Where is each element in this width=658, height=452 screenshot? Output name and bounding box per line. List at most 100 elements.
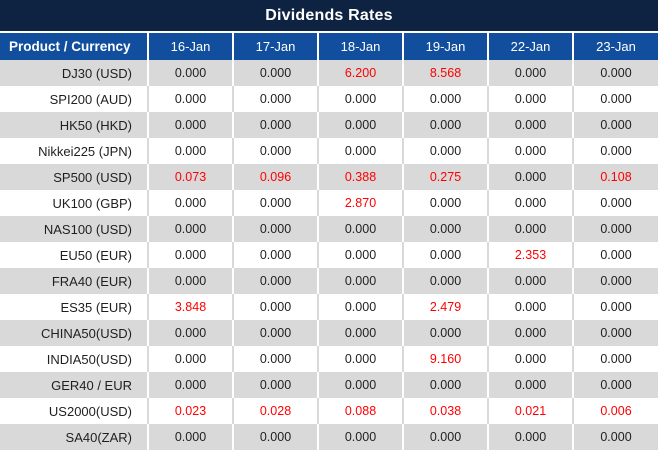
dividend-value: 0.000	[402, 138, 488, 164]
dividend-value: 0.000	[487, 294, 573, 320]
dividend-value: 0.000	[402, 86, 488, 112]
dividend-value: 0.000	[317, 346, 403, 372]
dividend-value: 0.000	[232, 372, 318, 398]
dividend-value: 0.000	[147, 190, 233, 216]
dividend-value: 2.353	[487, 242, 573, 268]
dividend-value: 0.000	[147, 242, 233, 268]
dividend-value: 2.479	[402, 294, 488, 320]
dividend-value: 0.000	[232, 190, 318, 216]
product-label: CHINA50(USD)	[40, 325, 132, 341]
dividend-value: 0.000	[147, 112, 233, 138]
table-title: Dividends Rates	[0, 0, 658, 33]
table-row: SA40(ZAR) 0.000 0.000 0.000 0.000 0.000 0.000	[0, 424, 658, 450]
dividend-value: 0.000	[487, 112, 573, 138]
dividend-value: 0.000	[487, 138, 573, 164]
product-label: INDIA50(USD)	[46, 351, 132, 367]
dividend-value: 0.000	[317, 372, 403, 398]
dividend-value: 0.275	[402, 164, 488, 190]
dividend-value: 0.000	[317, 424, 403, 450]
dividend-value: 0.000	[147, 346, 233, 372]
dividend-value: 0.088	[317, 398, 403, 424]
column-header-date: 18-Jan	[317, 33, 403, 60]
dividend-value: 0.000	[487, 190, 573, 216]
dividend-value: 3.848	[147, 294, 233, 320]
product-label: US2000(USD)	[48, 403, 132, 419]
dividend-value: 8.568	[402, 60, 488, 86]
dividend-value: 0.000	[317, 86, 403, 112]
dividend-value: 0.000	[317, 320, 403, 346]
dividend-value: 0.388	[317, 164, 403, 190]
dividend-value: 0.000	[572, 372, 658, 398]
dividend-value: 0.000	[402, 372, 488, 398]
dividend-value: 0.000	[572, 60, 658, 86]
dividend-value: 0.000	[232, 346, 318, 372]
dividend-value: 0.000	[487, 60, 573, 86]
dividend-value: 0.028	[232, 398, 318, 424]
dividend-value: 0.000	[487, 372, 573, 398]
dividend-value: 0.000	[487, 216, 573, 242]
dividend-value: 0.000	[487, 320, 573, 346]
dividend-value: 0.000	[572, 320, 658, 346]
table-row: DJ30 (USD) 0.000 0.000 6.200 8.568 0.000 0.000	[0, 60, 658, 86]
table-row: EU50 (EUR) 0.000 0.000 0.000 0.000 2.353 0.000	[0, 242, 658, 268]
dividend-value: 0.000	[572, 190, 658, 216]
product-label: GER40 / EUR	[51, 377, 132, 393]
dividend-value: 0.000	[402, 216, 488, 242]
dividend-value: 0.038	[402, 398, 488, 424]
product-label: UK100 (GBP)	[52, 195, 132, 211]
dividend-value: 0.000	[147, 216, 233, 242]
dividend-value: 0.000	[232, 268, 318, 294]
dividend-value: 0.000	[572, 346, 658, 372]
column-header-date: 23-Jan	[572, 33, 658, 60]
table-row: SP500 (USD) 0.073 0.096 0.388 0.275 0.000 0.10…	[0, 164, 658, 190]
table-row: US2000(USD) 0.023 0.028 0.088 0.038 0.021 0.00…	[0, 398, 658, 424]
dividend-value: 0.000	[232, 294, 318, 320]
dividend-value: 0.000	[402, 268, 488, 294]
dividend-value: 0.000	[402, 320, 488, 346]
table-row: FRA40 (EUR) 0.000 0.000 0.000 0.000 0.000 0.00…	[0, 268, 658, 294]
product-label: Nikkei225 (JPN)	[38, 143, 132, 159]
product-label: NAS100 (USD)	[43, 221, 132, 237]
dividend-value: 0.000	[402, 424, 488, 450]
product-label: SP500 (USD)	[53, 169, 132, 185]
dividend-value: 0.000	[317, 112, 403, 138]
dividend-value: 0.000	[572, 216, 658, 242]
dividend-value: 0.000	[572, 268, 658, 294]
table-row: ES35 (EUR) 3.848 0.000 0.000 2.479 0.000 0.000	[0, 294, 658, 320]
column-header-product: Product / Currency	[0, 33, 148, 60]
dividend-value: 0.000	[572, 86, 658, 112]
dividend-value: 0.000	[317, 242, 403, 268]
dividend-value: 0.000	[487, 164, 573, 190]
dividend-value: 0.000	[147, 320, 233, 346]
dividend-value: 0.006	[572, 398, 658, 424]
table-row: UK100 (GBP) 0.000 0.000 2.870 0.000 0.000 0.00…	[0, 190, 658, 216]
table-row: Nikkei225 (JPN) 0.000 0.000 0.000 0.000 0.000…	[0, 138, 658, 164]
dividend-value: 0.000	[572, 112, 658, 138]
dividend-value: 0.000	[317, 268, 403, 294]
dividend-value: 0.000	[147, 60, 233, 86]
product-label: HK50 (HKD)	[59, 117, 132, 133]
column-header-date: 22-Jan	[487, 33, 573, 60]
dividend-value: 0.000	[487, 346, 573, 372]
product-label: FRA40 (EUR)	[51, 273, 132, 289]
dividend-value: 2.870	[317, 190, 403, 216]
dividend-value: 0.000	[232, 424, 318, 450]
table-body: DJ30 (USD) 0.000 0.000 6.200 8.568 0.000 0.000…	[0, 60, 658, 450]
dividend-value: 0.000	[572, 294, 658, 320]
product-label: ES35 (EUR)	[60, 299, 132, 315]
dividend-value: 0.000	[487, 268, 573, 294]
dividend-value: 0.108	[572, 164, 658, 190]
dividend-value: 0.000	[232, 60, 318, 86]
dividend-value: 0.000	[232, 242, 318, 268]
dividends-table: Product / Currency 16-Jan 17-Jan 18-Jan 19-…	[0, 33, 658, 450]
dividend-value: 9.160	[402, 346, 488, 372]
dividend-value: 0.073	[147, 164, 233, 190]
dividend-value: 0.000	[232, 216, 318, 242]
dividend-value: 0.000	[147, 268, 233, 294]
column-header-date: 17-Jan	[232, 33, 318, 60]
table-row: CHINA50(USD) 0.000 0.000 0.000 0.000 0.000 0.0…	[0, 320, 658, 346]
dividend-value: 0.096	[232, 164, 318, 190]
dividend-value: 0.000	[487, 424, 573, 450]
product-label: EU50 (EUR)	[59, 247, 132, 263]
dividend-value: 0.000	[232, 320, 318, 346]
